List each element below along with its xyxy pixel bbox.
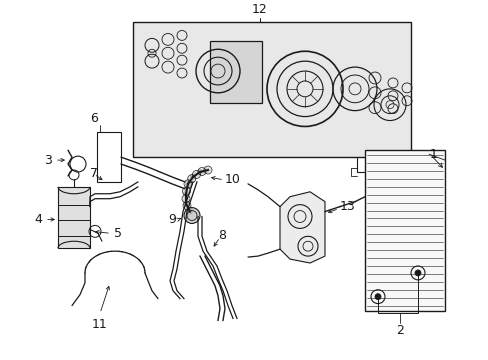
Circle shape <box>414 270 420 276</box>
Polygon shape <box>280 192 325 263</box>
Text: 11: 11 <box>92 319 108 332</box>
Text: 2: 2 <box>395 324 403 337</box>
Circle shape <box>183 208 200 224</box>
Text: 8: 8 <box>218 229 225 242</box>
Bar <box>364 150 444 311</box>
Text: 10: 10 <box>224 174 241 186</box>
Text: 1: 1 <box>429 148 437 161</box>
Text: 7: 7 <box>90 167 98 180</box>
Bar <box>58 187 90 248</box>
Text: 6: 6 <box>90 112 98 126</box>
Bar <box>209 41 262 103</box>
Text: 3: 3 <box>44 154 52 167</box>
Circle shape <box>374 294 380 300</box>
Text: 5: 5 <box>114 227 122 240</box>
Text: 12: 12 <box>252 3 267 15</box>
Text: 9: 9 <box>168 213 176 226</box>
Bar <box>133 22 410 157</box>
Text: 4: 4 <box>34 213 42 226</box>
Bar <box>97 132 121 182</box>
Text: 13: 13 <box>339 200 355 213</box>
